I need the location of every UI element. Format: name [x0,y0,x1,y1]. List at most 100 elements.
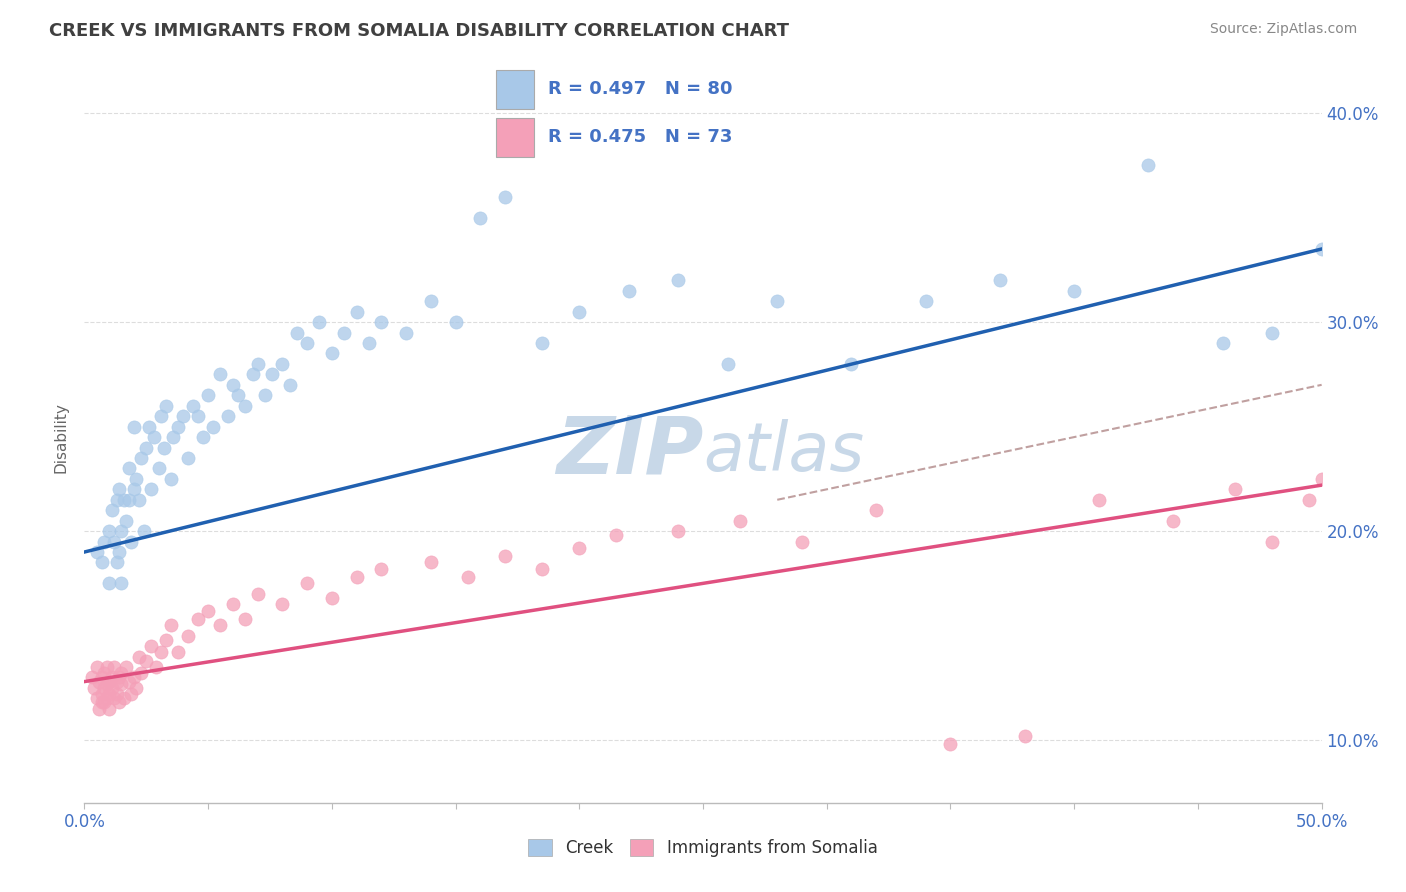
Y-axis label: Disability: Disability [53,401,69,473]
Point [122,419,145,434]
Point [233,399,256,413]
Point [568,541,591,555]
Text: Source: ZipAtlas.com: Source: ZipAtlas.com [1209,22,1357,37]
Point [160,472,183,486]
Point [120,687,142,701]
Point [470,211,492,225]
Point [93,681,115,695]
Point [110,676,132,690]
Point [321,591,343,605]
Point [162,430,184,444]
Point [242,368,264,382]
Point [100,670,122,684]
Point [939,737,962,751]
Point [444,315,467,329]
Point [370,315,392,329]
Point [1223,483,1246,497]
Point [105,556,128,570]
Point [142,430,165,444]
Point [105,492,128,507]
Point [333,326,356,340]
Text: R = 0.497   N = 80: R = 0.497 N = 80 [548,80,733,98]
Point [112,691,135,706]
Point [357,336,380,351]
Point [105,687,128,701]
Point [112,492,135,507]
Point [666,524,689,538]
Point [167,419,190,434]
Point [98,702,121,716]
Point [118,492,141,507]
Point [167,645,190,659]
Point [717,357,740,371]
Point [457,570,479,584]
Point [122,670,145,684]
Point [148,461,170,475]
Point [568,304,591,318]
Point [370,562,392,576]
Point [96,691,118,706]
Point [177,450,200,465]
Point [141,483,163,497]
Point [1212,336,1234,351]
Point [271,597,294,611]
Point [295,336,318,351]
Point [285,326,308,340]
FancyBboxPatch shape [496,118,533,157]
Text: atlas: atlas [703,418,865,484]
Point [108,483,131,497]
Point [988,273,1011,287]
Point [120,534,142,549]
Point [1063,284,1085,298]
Point [152,441,174,455]
Point [86,691,108,706]
Text: ZIP: ZIP [555,413,703,491]
Point [138,419,160,434]
FancyBboxPatch shape [496,70,533,109]
Point [197,388,219,402]
Point [177,629,200,643]
Point [128,492,150,507]
Point [105,674,128,689]
Point [80,670,103,684]
Point [125,681,148,695]
Point [233,612,256,626]
Point [83,681,105,695]
Point [100,681,122,695]
Point [108,696,131,710]
Point [419,556,441,570]
Point [132,524,155,538]
Point [617,284,640,298]
Point [187,612,209,626]
Point [108,670,131,684]
Point [172,409,194,424]
Point [141,639,163,653]
Point [202,419,225,434]
Point [1310,242,1333,256]
Point [150,409,173,424]
Point [150,645,173,659]
Point [98,576,121,591]
Point [93,666,115,681]
Point [1298,492,1320,507]
Point [222,377,245,392]
Point [191,430,214,444]
Point [90,670,112,684]
Point [308,315,330,329]
Point [89,674,111,689]
Point [346,304,368,318]
Point [1137,158,1160,172]
Point [531,562,554,576]
Point [135,441,157,455]
Legend: Creek, Immigrants from Somalia: Creek, Immigrants from Somalia [522,832,884,864]
Point [118,674,141,689]
Point [110,576,132,591]
Point [187,409,209,424]
Point [90,696,112,710]
Point [246,357,269,371]
Point [531,336,554,351]
Point [145,660,167,674]
Point [98,674,121,689]
Point [253,388,276,402]
Point [89,702,111,716]
